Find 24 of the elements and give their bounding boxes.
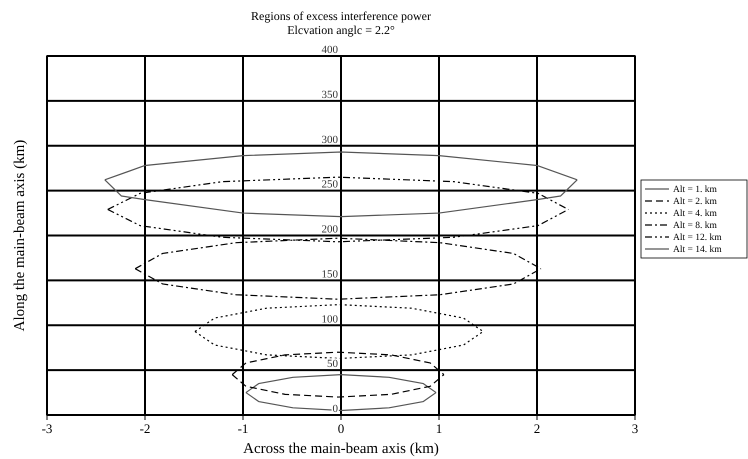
y-tick-label: 150	[322, 268, 338, 280]
y-tick-label: 250	[322, 178, 338, 191]
x-axis-title: Across the main-beam axis (km)	[243, 441, 439, 457]
legend-label: Alt = 12. km	[673, 233, 722, 243]
x-tick-label: -2	[140, 421, 150, 436]
x-tick-label: -1	[238, 421, 248, 436]
y-tick-label: 50	[327, 358, 338, 370]
y-tick-label: 200	[322, 224, 338, 236]
legend-label: Alt = 14. km	[673, 245, 722, 255]
chart-subtitle: Elcvation anglc = 2.2°	[287, 23, 395, 37]
x-tick-label: 3	[632, 421, 638, 436]
y-tick-label: 100	[322, 313, 338, 326]
y-tick-label: 400	[322, 44, 338, 56]
legend-label: Alt = 4. km	[673, 209, 718, 219]
legend-label: Alt = 8. km	[673, 221, 718, 231]
y-tick-label: 300	[322, 134, 338, 146]
y-axis-title: Along the main-beam axis (km)	[12, 140, 28, 332]
y-tick-label: 350	[322, 88, 338, 101]
legend-label: Alt = 1. km	[673, 185, 718, 195]
x-tick-label: -3	[42, 421, 52, 436]
x-tick-label: 2	[534, 421, 540, 436]
legend-label: Alt = 2. km	[673, 197, 718, 207]
chart-title: Regions of excess interference power	[251, 9, 431, 23]
x-tick-label: 1	[436, 421, 442, 436]
